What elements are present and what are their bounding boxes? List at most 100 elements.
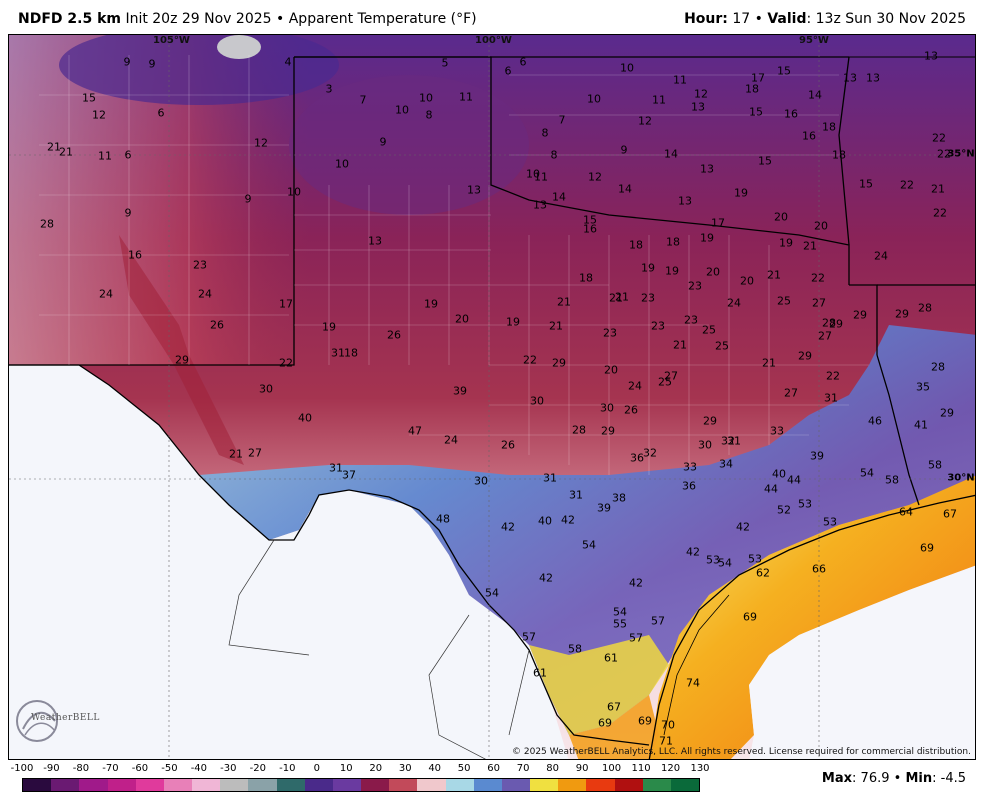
colorbar-swatch	[558, 779, 587, 791]
temperature-value: 22	[932, 131, 946, 145]
temperature-value: 47	[408, 424, 422, 438]
temperature-value: 23	[651, 319, 665, 333]
temperature-value: 53	[823, 515, 837, 529]
colorbar-tick-label: -50	[161, 763, 178, 774]
temperature-value: 24	[874, 249, 888, 263]
temperature-value: 30	[600, 401, 614, 415]
temperature-value: 12	[694, 87, 708, 101]
temperature-value: 18	[745, 82, 759, 96]
temperature-value: 42	[686, 545, 700, 559]
temperature-value: 39	[453, 384, 467, 398]
temperature-value: 24	[444, 433, 458, 447]
temperature-value: 34	[719, 457, 733, 471]
temperature-value: 13	[700, 162, 714, 176]
temperature-value: 22	[900, 178, 914, 192]
temperature-value: 36	[630, 451, 644, 465]
temperature-value: 13	[691, 100, 705, 114]
temperature-value: 37	[342, 468, 356, 482]
temperature-value: 25	[777, 294, 791, 308]
temperature-value: 54	[718, 556, 732, 570]
temperature-value: 26	[387, 328, 401, 342]
colorbar-tick-label: -100	[10, 763, 34, 774]
temperature-value: 27	[664, 369, 678, 383]
colorbar-tick-label: 120	[660, 763, 681, 774]
temperature-value: 29	[829, 317, 843, 331]
temperature-value: 30°N	[947, 472, 975, 484]
temperature-value: 19	[779, 236, 793, 250]
temperature-value: 64	[899, 505, 913, 519]
temperature-value: 42	[736, 520, 750, 534]
temperature-value: 57	[651, 614, 665, 628]
temperature-value: 10	[587, 92, 601, 106]
temperature-value: 26	[624, 403, 638, 417]
colorbar-swatch	[276, 779, 305, 791]
temperature-value: 12	[638, 114, 652, 128]
init-time: Init 20z 29 Nov 2025	[125, 11, 272, 27]
temperature-value: 11	[459, 90, 473, 104]
temperature-value: 26	[501, 438, 515, 452]
temperature-value: 9	[244, 192, 252, 206]
temperature-value: 67	[607, 700, 621, 714]
temperature-value: 22	[826, 369, 840, 383]
temperature-value: 3	[325, 82, 333, 96]
colorbar-tick-label: 60	[487, 763, 501, 774]
temperature-value: 18	[344, 346, 358, 360]
temperature-value: 12	[254, 136, 268, 150]
temperature-value: 69	[638, 714, 652, 728]
temperature-value: 24	[198, 287, 212, 301]
temperature-value: 28	[931, 360, 945, 374]
temperature-value: 29	[175, 353, 189, 367]
temperature-value: 69	[920, 541, 934, 555]
hour-value: 17	[732, 11, 751, 27]
temperature-value: 23	[193, 258, 207, 272]
colorbar-tick-label: 30	[398, 763, 412, 774]
temperature-value: 9	[379, 135, 387, 149]
temperature-value: 16	[128, 248, 142, 262]
colorbar-tick-label: 0	[313, 763, 320, 774]
temperature-value: 18	[832, 148, 846, 162]
temperature-value: 18	[822, 120, 836, 134]
temperature-value: 6	[124, 148, 132, 162]
colorbar-tick-label: 100	[602, 763, 622, 774]
temperature-value: 15	[749, 105, 763, 119]
colorbar-swatch	[389, 779, 418, 791]
temperature-value: 36	[682, 479, 696, 493]
temperature-value: 33	[770, 424, 784, 438]
temperature-value: 16	[802, 129, 816, 143]
temperature-value: 66	[812, 562, 826, 576]
temperature-value: 5	[441, 56, 449, 70]
temperature-value: 15	[758, 154, 772, 168]
temperature-value: 29	[895, 307, 909, 321]
colorbar-swatch	[417, 779, 446, 791]
temperature-value: 14	[808, 88, 822, 102]
temperature-value: 15	[859, 177, 873, 191]
min-value: : -4.5	[932, 771, 966, 786]
temperature-value: 46	[868, 414, 882, 428]
temperature-value: 24	[99, 287, 113, 301]
temperature-value: 21	[673, 338, 687, 352]
temperature-value: 21	[803, 239, 817, 253]
temperature-value: 19	[700, 231, 714, 245]
colorbar-swatch	[23, 779, 52, 791]
temperature-value: 28	[40, 217, 54, 231]
temperature-value: 19	[424, 297, 438, 311]
temperature-value: 12	[588, 170, 602, 184]
temperature-value: 53	[748, 552, 762, 566]
temperature-value: 30	[530, 394, 544, 408]
temperature-value: 9	[148, 57, 156, 71]
temperature-value: 10	[620, 61, 634, 75]
temperature-value: 18	[666, 235, 680, 249]
colorbar-tick-label: -10	[279, 763, 296, 774]
max-label: Max	[821, 771, 853, 786]
temperature-value: 21	[557, 295, 571, 309]
temperature-value: 14	[664, 147, 678, 161]
temperature-value: 62	[756, 566, 770, 580]
colorbar-swatch	[501, 779, 531, 791]
temperature-value: 33	[683, 460, 697, 474]
colorbar-tick-label: -20	[249, 763, 266, 774]
temperature-value: 22	[279, 356, 293, 370]
colorbar-tick-label: 40	[428, 763, 442, 774]
product-name: Apparent Temperature (°F)	[288, 11, 477, 27]
temperature-value: 23	[684, 313, 698, 327]
temperature-value: 15	[583, 213, 597, 227]
